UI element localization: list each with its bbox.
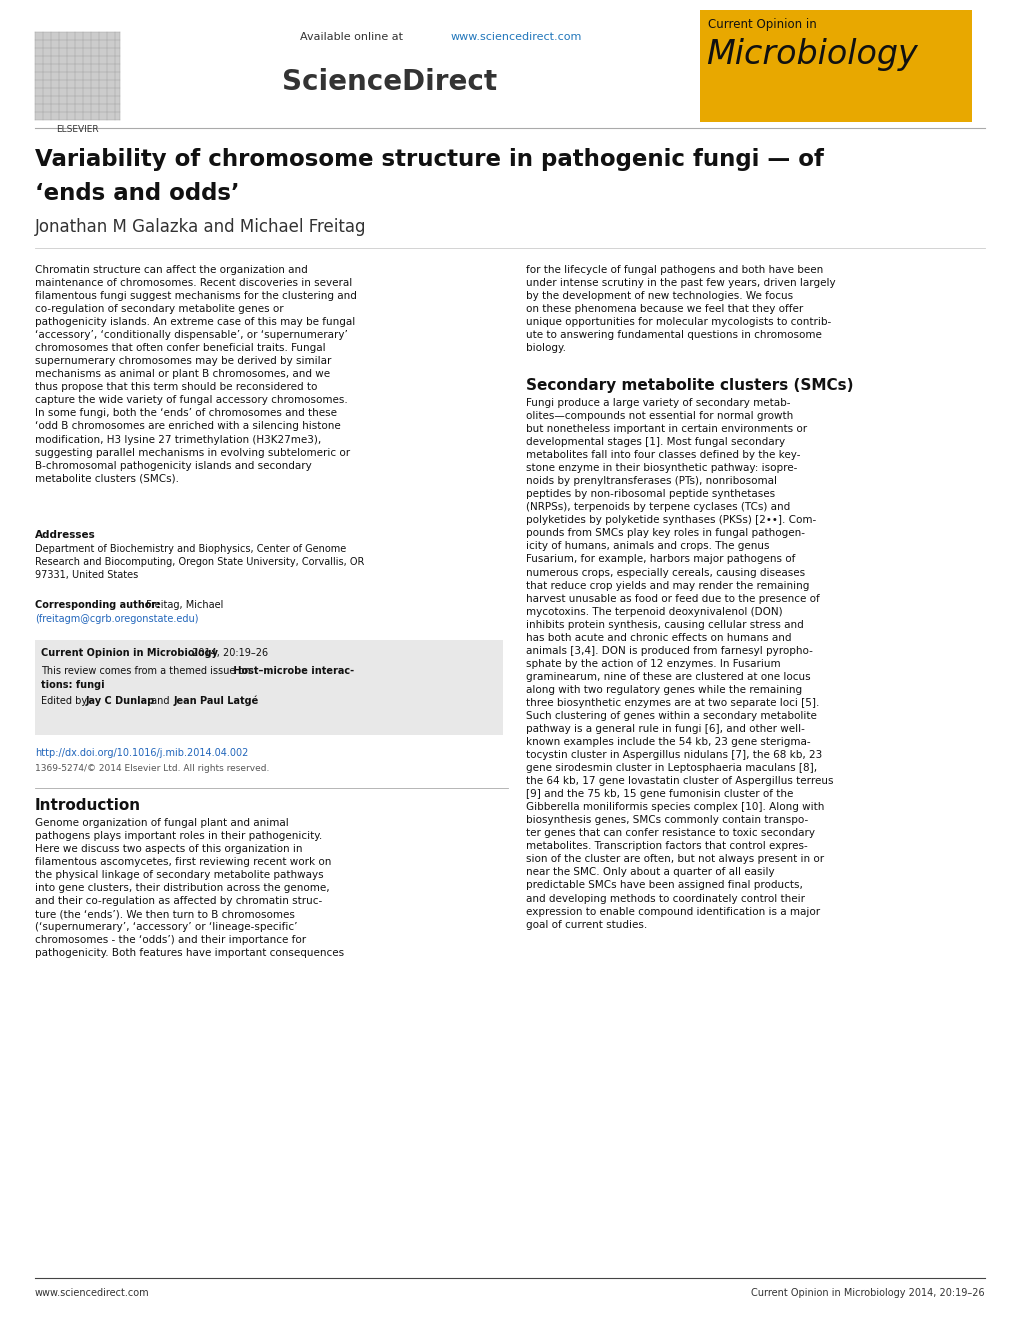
Text: Edited by: Edited by [41,696,90,706]
Text: tions: fungi: tions: fungi [41,680,105,691]
Text: Current Opinion in Microbiology 2014, 20:19–26: Current Opinion in Microbiology 2014, 20… [751,1289,984,1298]
Bar [35,32,120,120]
Text: This review comes from a themed issue on: This review comes from a themed issue on [41,665,254,676]
Text: Available online at: Available online at [300,32,407,42]
Text: Jean Paul Latgé: Jean Paul Latgé [174,696,259,706]
Text: Introduction: Introduction [35,798,141,814]
Text: www.sciencedirect.com: www.sciencedirect.com [35,1289,150,1298]
Text: Jay C Dunlap: Jay C Dunlap [86,696,155,706]
Text: (freitagm@cgrb.oregonstate.edu): (freitagm@cgrb.oregonstate.edu) [35,614,199,624]
Text: 1369-5274/© 2014 Elsevier Ltd. All rights reserved.: 1369-5274/© 2014 Elsevier Ltd. All right… [35,763,269,773]
Text: ‘ends and odds’: ‘ends and odds’ [35,183,239,205]
Text: Current Opinion in: Current Opinion in [707,19,816,30]
Text: Addresses: Addresses [35,531,96,540]
Text: Chromatin structure can affect the organization and
maintenance of chromosomes. : Chromatin structure can affect the organ… [35,265,357,484]
Text: www.sciencedirect.com: www.sciencedirect.com [450,32,582,42]
Text: for the lifecycle of fungal pathogens and both have been
under intense scrutiny : for the lifecycle of fungal pathogens an… [526,265,835,353]
Text: and: and [148,696,172,706]
Text: Variability of chromosome structure in pathogenic fungi — of: Variability of chromosome structure in p… [35,148,823,171]
Bar [35,640,502,736]
Bar [699,11,971,122]
Text: Current Opinion in Microbiology: Current Opinion in Microbiology [41,648,218,658]
Text: Corresponding author:: Corresponding author: [35,601,160,610]
Text: Department of Biochemistry and Biophysics, Center of Genome
Research and Biocomp: Department of Biochemistry and Biophysic… [35,544,364,579]
Text: Freitag, Michael: Freitag, Michael [143,601,223,610]
Text: Microbiology: Microbiology [705,38,917,71]
Text: Host–microbe interac-: Host–microbe interac- [41,665,354,676]
Text: ScienceDirect: ScienceDirect [282,67,497,97]
Text: http://dx.doi.org/10.1016/j.mib.2014.04.002: http://dx.doi.org/10.1016/j.mib.2014.04.… [35,747,249,758]
Text: Fungi produce a large variety of secondary metab-
olites—compounds not essential: Fungi produce a large variety of seconda… [526,398,833,930]
Text: 2014, 20:19–26: 2014, 20:19–26 [189,648,268,658]
Text: ELSEVIER: ELSEVIER [56,124,98,134]
Text: Secondary metabolite clusters (SMCs): Secondary metabolite clusters (SMCs) [526,378,853,393]
Text: Jonathan M Galazka and Michael Freitag: Jonathan M Galazka and Michael Freitag [35,218,366,235]
Text: Genome organization of fungal plant and animal
pathogens plays important roles i: Genome organization of fungal plant and … [35,818,343,958]
